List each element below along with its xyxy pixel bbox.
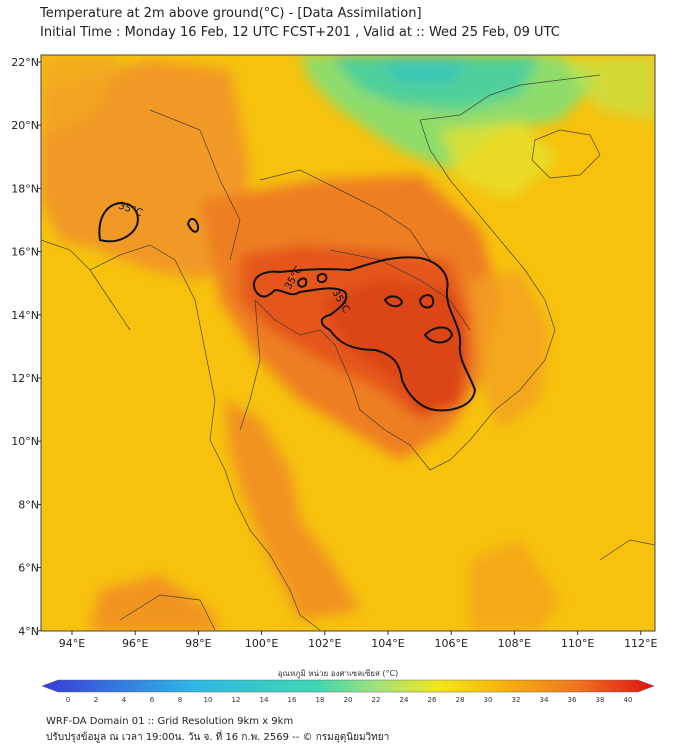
colorbar-tick-label: 40 xyxy=(624,696,633,704)
colorbar-tick-label: 2 xyxy=(94,696,98,704)
lat-tick-label: 20°N xyxy=(11,119,39,132)
colorbar-tick-label: 12 xyxy=(232,696,241,704)
lat-tick-label: 14°N xyxy=(11,309,39,322)
lon-tick-label: 110°E xyxy=(561,637,594,650)
colorbar-tick-label: 16 xyxy=(288,696,297,704)
lat-tick-label: 6°N xyxy=(18,562,39,575)
lon-tick-label: 104°E xyxy=(371,637,404,650)
colorbar-tick-label: 0 xyxy=(66,696,70,704)
map-title: Temperature at 2m above ground(°C) - [Da… xyxy=(40,6,422,21)
map-frame xyxy=(40,54,656,632)
colorbar-tick-label: 22 xyxy=(372,696,381,704)
colorbar-tick-label: 14 xyxy=(260,696,269,704)
lat-tick-label: 10°N xyxy=(11,435,39,448)
colorbar-tick-label: 18 xyxy=(316,696,325,704)
colorbar-tick-label: 28 xyxy=(456,696,465,704)
contour-35c xyxy=(98,201,477,412)
lon-tick-label: 102°E xyxy=(308,637,341,650)
lon-tick-label: 94°E xyxy=(59,637,85,650)
lon-tick-label: 100°E xyxy=(245,637,278,650)
lat-tick-label: 4°N xyxy=(18,625,39,638)
lat-tick-label: 16°N xyxy=(11,246,39,259)
colorbar-tick-label: 38 xyxy=(596,696,605,704)
lon-tick-label: 112°E xyxy=(624,637,657,650)
map-subtitle: Initial Time : Monday 16 Feb, 12 UTC FCS… xyxy=(40,25,560,40)
lon-tick-label: 106°E xyxy=(434,637,467,650)
lon-tick-label: 108°E xyxy=(498,637,531,650)
footer-update-info: ปรับปรุงข้อมูล ณ เวลา 19:00น. วัน จ. ที่… xyxy=(46,732,390,743)
colorbar-tick-label: 36 xyxy=(568,696,577,704)
footer-model-info: WRF-DA Domain 01 :: Grid Resolution 9km … xyxy=(46,716,294,727)
temperature-field xyxy=(41,55,655,631)
colorbar: 0 2 4 6 8 10 12 14 16 18 20 22 24 26 28 30 32 34 36 38 40 xyxy=(41,679,655,704)
lon-tick-label: 96°E xyxy=(122,637,148,650)
colorbar-tick-label: 26 xyxy=(428,696,437,704)
colorbar-tick-label: 24 xyxy=(400,696,409,704)
colorbar-title: อุณหภูมิ หน่วย องศาเซลเซียส (°C) xyxy=(277,669,399,678)
colorbar-tick-label: 20 xyxy=(344,696,353,704)
colorbar-tick-label: 8 xyxy=(178,696,182,704)
lat-tick-label: 12°N xyxy=(11,372,39,385)
colorbar-tick-label: 32 xyxy=(512,696,521,704)
colorbar-tick-label: 6 xyxy=(150,696,155,704)
colorbar-tick-label: 10 xyxy=(204,696,213,704)
lat-tick-label: 18°N xyxy=(11,182,39,195)
colorbar-tick-label: 30 xyxy=(484,696,493,704)
lat-tick-label: 22°N xyxy=(11,56,39,69)
lat-tick-label: 8°N xyxy=(18,498,39,511)
colorbar-tick-label: 34 xyxy=(540,696,549,704)
colorbar-tick-label: 4 xyxy=(122,696,127,704)
lon-tick-label: 98°E xyxy=(185,637,211,650)
